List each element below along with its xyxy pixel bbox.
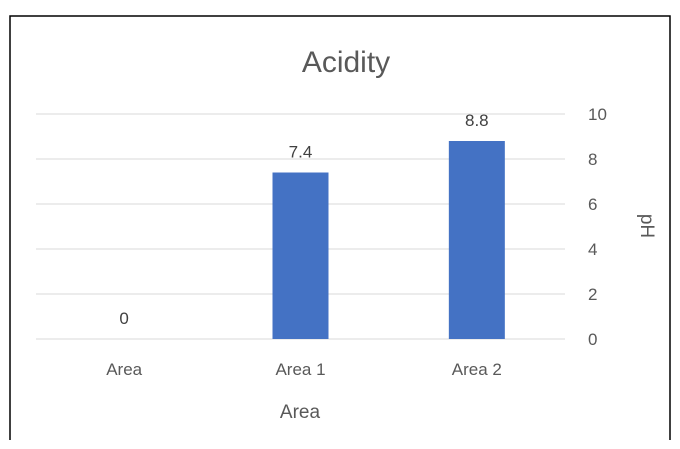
chart-border xyxy=(9,15,671,440)
bars xyxy=(272,141,505,339)
data-label: 8.8 xyxy=(465,111,489,130)
y-axis-tick-labels: 0 2 4 6 8 10 xyxy=(588,105,607,349)
y-axis-title: pH xyxy=(636,214,657,238)
y-tick-label: 10 xyxy=(588,105,607,124)
x-axis-tick-labels: Area Area 1 Area 2 xyxy=(106,360,502,379)
y-tick-label: 0 xyxy=(588,330,597,349)
y-tick-label: 2 xyxy=(588,285,597,304)
x-tick-label: Area xyxy=(106,360,142,379)
bar xyxy=(448,141,505,339)
data-label: 7.4 xyxy=(289,143,313,162)
data-labels: 0 7.4 8.8 xyxy=(119,111,488,328)
x-tick-label: Area 2 xyxy=(452,360,502,379)
y-tick-label: 4 xyxy=(588,240,597,259)
y-tick-label: 8 xyxy=(588,150,597,169)
x-axis-title: Area xyxy=(280,402,321,423)
bar xyxy=(272,172,329,339)
chart-title: Acidity xyxy=(302,46,390,79)
y-tick-label: 6 xyxy=(588,195,597,214)
x-tick-label: Area 1 xyxy=(275,360,325,379)
data-label: 0 xyxy=(119,309,128,328)
